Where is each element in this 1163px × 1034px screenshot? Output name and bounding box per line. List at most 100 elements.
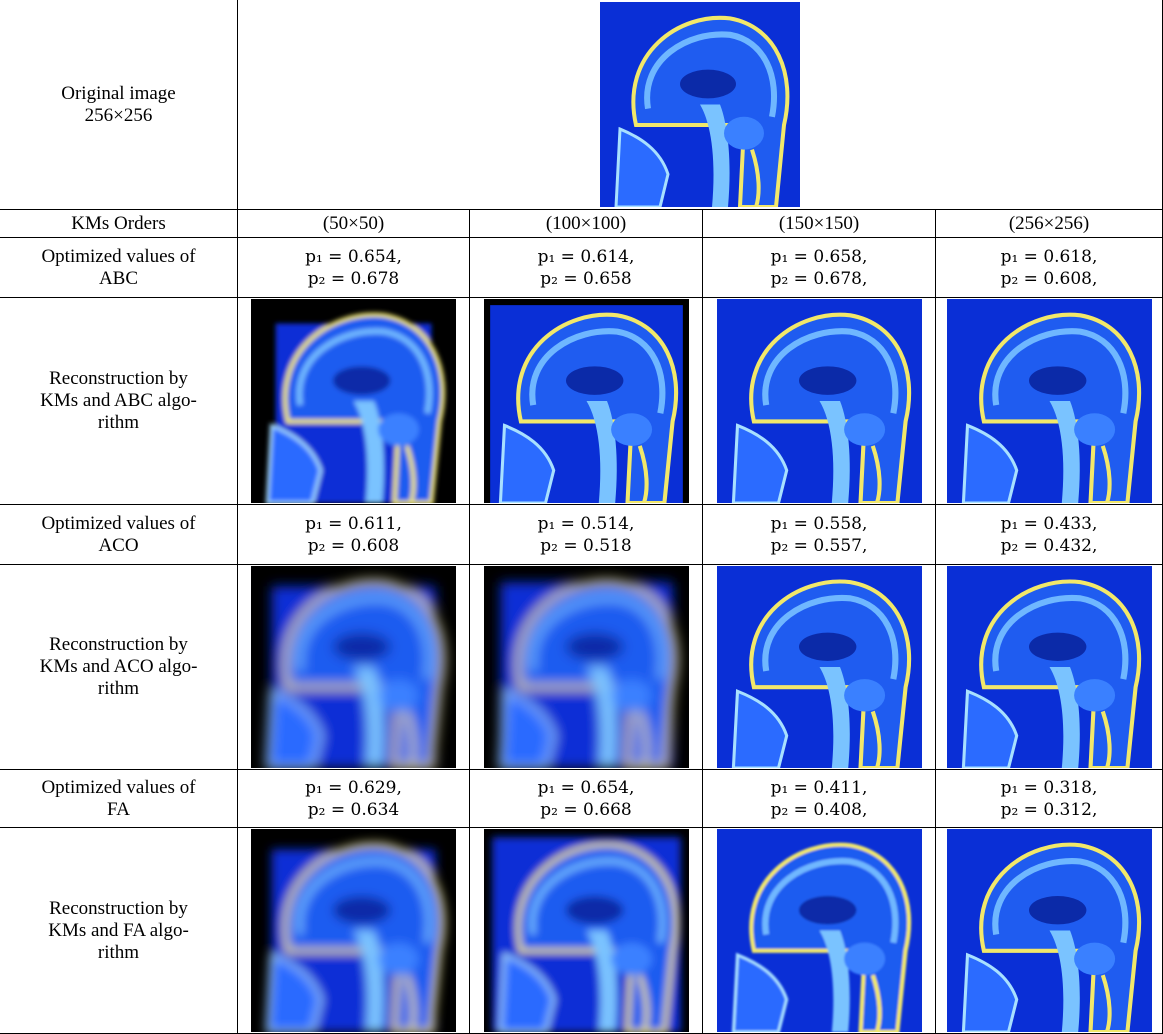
image-cell [238,565,470,770]
mri-image [947,829,1152,1032]
brain [267,845,443,1032]
cell-text: p₁ = 0.629, [305,777,402,799]
mri-image [947,299,1152,503]
row-label: Reconstruction byKMs and ABC algo-rithm [0,298,238,505]
cerebellum [844,679,885,711]
row-label: KMs Orders [0,210,238,238]
cell-text: p₂ = 0.557, [771,535,868,557]
ventricle [680,70,736,99]
cell-text: p₂ = 0.518 [540,535,631,557]
value-cell: p₁ = 0.654,p₂ = 0.668 [470,770,703,828]
cell-text: 256×256 [85,105,153,127]
cell-text: FA [107,799,130,821]
cell-text: Reconstruction by [49,368,188,390]
ventricle [566,896,623,924]
image-cell [470,828,703,1034]
cell-text: (50×50) [323,213,384,235]
cell-text: Original image [61,83,176,105]
brain [500,582,676,768]
cell-text: p₁ = 0.411, [771,777,868,799]
cell-text: Reconstruction by [49,634,188,656]
cerebellum [1074,679,1115,711]
cell-text: p₂ = 0.658 [540,268,631,290]
ventricle [799,366,856,395]
cell-text: (256×256) [1009,213,1089,235]
image-cell [936,565,1163,770]
mri-image [484,299,689,503]
column-header: (100×100) [470,210,703,238]
cerebellum [611,413,652,446]
ventricle [799,896,856,924]
mri-image [717,829,922,1032]
cell-text: Optimized values of [41,513,195,535]
cerebellum [844,943,885,975]
cerebellum [378,679,419,711]
mri-image [251,566,456,768]
cell-text: p₁ = 0.654, [305,246,402,268]
mri-image [251,299,456,503]
cell-text: ABC [99,268,138,290]
brain [492,837,681,1032]
column-header: (150×150) [703,210,936,238]
cell-text: p₁ = 0.514, [538,513,635,535]
value-cell: p₁ = 0.629,p₂ = 0.634 [238,770,470,828]
cerebellum [611,679,652,711]
mri-image [947,566,1152,768]
cell-text: rithm [98,942,139,964]
cell-text: rithm [98,678,139,700]
ventricle [799,633,856,661]
page: Original image256×256 KMs Orders (50×50) (1… [0,0,1163,1034]
cell-text: p₁ = 0.318, [1001,777,1098,799]
cell-text: p₂ = 0.678 [308,268,399,290]
value-cell: p₁ = 0.318,p₂ = 0.312, [936,770,1163,828]
cerebellum [724,117,764,150]
image-cell [703,828,936,1034]
ventricle [333,633,390,661]
value-cell: p₁ = 0.411,p₂ = 0.408, [703,770,936,828]
image-cell [238,298,470,505]
cell-text: p₂ = 0.678, [771,268,868,290]
cell-text: p₁ = 0.654, [538,777,635,799]
cerebellum [611,943,652,975]
cell-text: Reconstruction by [49,898,188,920]
cell-text: Optimized values of [41,246,195,268]
cell-text: KMs Orders [71,213,165,235]
image-cell [470,565,703,770]
column-header: (50×50) [238,210,470,238]
column-header: (256×256) [936,210,1163,238]
value-cell: p₁ = 0.514,p₂ = 0.518 [470,505,703,565]
value-cell: p₁ = 0.558,p₂ = 0.557, [703,505,936,565]
brain [490,305,683,503]
value-cell: p₁ = 0.433,p₂ = 0.432, [936,505,1163,565]
mri-image [251,829,456,1032]
row-label: Reconstruction byKMs and FA algo-rithm [0,828,238,1034]
image-cell [238,0,1163,210]
mri-image [484,566,689,768]
ventricle [333,896,390,924]
cell-text: p₁ = 0.558, [771,513,868,535]
ventricle [333,366,390,395]
mri-image [717,299,922,503]
value-cell: p₁ = 0.614,p₂ = 0.658 [470,238,703,298]
brain [267,315,443,503]
cell-text: p₂ = 0.634 [308,799,399,821]
cell-text: KMs and ABC algo- [40,390,197,412]
mri-image [600,2,800,207]
ventricle [1029,366,1086,395]
cell-text: p₂ = 0.312, [1001,799,1098,821]
mri-image [484,829,689,1032]
cell-text: p₁ = 0.614, [538,246,635,268]
cell-text: rithm [98,412,139,434]
value-cell: p₁ = 0.658,p₂ = 0.678, [703,238,936,298]
cell-text: (100×100) [546,213,626,235]
mri-image [717,566,922,768]
row-label: Original image256×256 [0,0,238,210]
brain [267,582,443,768]
cell-text: p₂ = 0.668 [540,799,631,821]
image-cell [238,828,470,1034]
ventricle [566,366,623,395]
